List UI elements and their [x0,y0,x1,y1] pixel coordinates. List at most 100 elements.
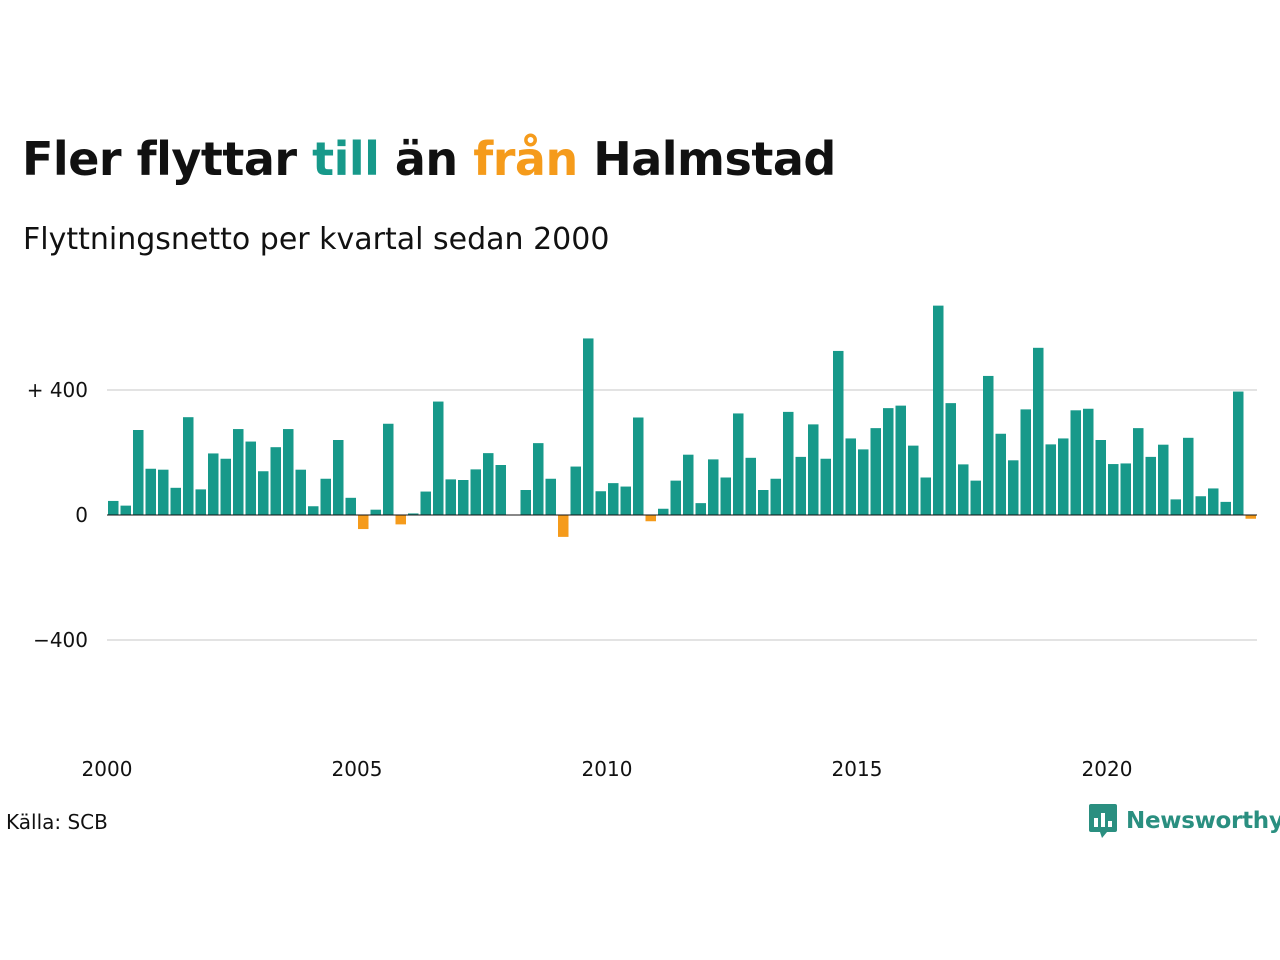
bar [495,465,506,515]
bar [595,491,606,515]
y-axis-labels: + 400 0 −400 [27,378,88,652]
bar [245,441,256,515]
y-tick-label: −400 [33,628,88,652]
bar [720,477,731,515]
bar [1095,440,1106,515]
bar [233,429,244,515]
bar [270,447,281,515]
bar [220,458,231,515]
logo-text: Newsworthy [1126,808,1280,834]
bar [445,479,456,516]
bar [970,480,981,516]
bar [183,417,194,515]
bar [908,445,919,516]
bar [1220,501,1231,516]
bar [695,503,706,516]
bar [733,413,744,515]
bar [333,440,344,515]
bar [1133,428,1144,516]
bar [408,513,419,515]
chart-bubble-icon [1089,804,1117,838]
bar [1120,463,1131,515]
bar [283,429,294,515]
x-tick-label: 2000 [82,757,133,781]
bar [108,500,119,515]
bar [520,490,531,515]
bar [370,509,381,515]
bar [1070,410,1081,515]
x-tick-label: 2005 [332,757,383,781]
bar [383,423,394,515]
bar [558,515,569,537]
bar [433,401,444,515]
bar [320,478,331,515]
bar [608,483,619,516]
bar [1233,391,1244,515]
bar [545,478,556,515]
bar [920,477,931,515]
bar [1008,460,1019,515]
bar [1245,515,1256,519]
bar [1058,438,1069,515]
bar [1020,409,1031,516]
newsworthy-logo: Newsworthy [1088,803,1280,839]
bar [895,405,906,516]
bar [708,459,719,516]
bar [208,453,219,515]
bar [1083,408,1094,515]
bar [858,449,869,516]
bar [1195,496,1206,515]
bar [745,457,756,515]
title-word-fran: från [473,132,578,186]
x-tick-label: 2015 [832,757,883,781]
bar [258,471,269,515]
bar [808,424,819,516]
bar [995,433,1006,515]
bar [470,469,481,516]
bar [783,411,794,516]
bar [1183,437,1194,515]
bar [145,468,156,515]
bar [1145,456,1156,516]
bar [945,403,956,516]
bar [633,417,644,515]
bar [170,487,181,515]
bar-chart: + 400 0 −400 2000 2005 2010 2015 2020 [27,305,1257,781]
title-part-1: Fler flyttar [22,132,313,186]
bar [1108,464,1119,515]
bar [870,428,881,516]
bar [1033,347,1044,515]
bar [770,478,781,515]
bar [583,338,594,515]
bar [358,515,369,530]
bar [983,375,994,515]
x-tick-label: 2020 [1082,757,1133,781]
bar [645,515,656,522]
bar [670,480,681,516]
title-part-5: Halmstad [577,132,836,186]
bars-layer [108,305,1256,537]
chart-subtitle: Flyttningsnetto per kvartal sedan 2000 [23,222,610,257]
y-tick-label: 0 [75,503,88,527]
bar [420,491,431,515]
bar [1045,444,1056,516]
bar [620,486,631,515]
bar [933,305,944,516]
bar [120,505,131,516]
bar [158,469,169,515]
bar [308,506,319,515]
bar [295,469,306,515]
bar [658,508,669,515]
bar [683,454,694,515]
chart-title: Fler flyttar till än från Halmstad [22,132,836,186]
bar [1170,499,1181,516]
title-word-till: till [312,132,380,186]
bar [883,408,894,516]
bar [820,458,831,515]
bar [483,453,494,516]
bar [195,489,206,516]
bar [345,497,356,515]
bar [533,443,544,516]
bar [395,515,406,525]
bar [458,480,469,515]
